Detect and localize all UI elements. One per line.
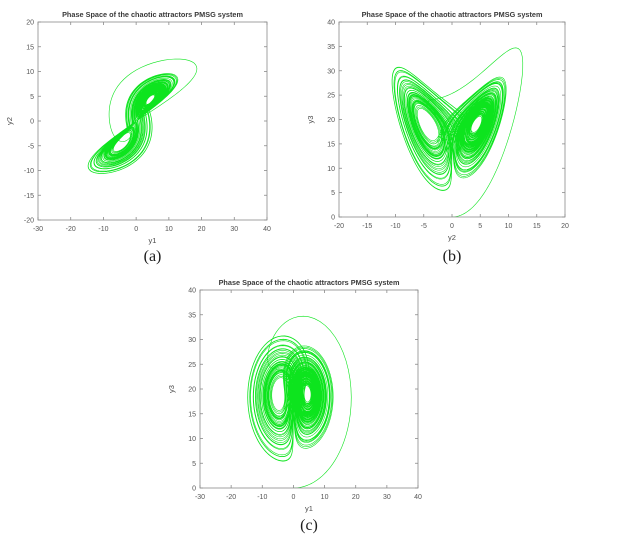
- x-tick-label: 20: [352, 494, 360, 501]
- x-tick-label: 0: [291, 494, 295, 501]
- x-tick-label: 20: [198, 226, 206, 233]
- x-tick-label: 20: [561, 223, 569, 230]
- attractor-trajectory: [391, 47, 524, 217]
- axes-box: [199, 289, 419, 489]
- y-tick-label: 0: [331, 215, 335, 222]
- y-tick-label: 5: [331, 190, 335, 197]
- phase-plot-a-canvas: Phase Space of the chaotic attractors PM…: [5, 10, 271, 245]
- plot-title: Phase Space of the chaotic attractors PM…: [219, 278, 400, 287]
- y-tick-label: 25: [327, 93, 335, 100]
- x-tick-label: -5: [421, 223, 427, 230]
- x-tick-label: 0: [134, 226, 138, 233]
- x-tick-label: -10: [257, 494, 267, 501]
- x-tick-label: 30: [383, 494, 391, 501]
- axes-box: [37, 21, 268, 221]
- y-tick-label: 40: [327, 20, 335, 27]
- y-tick-label: 15: [26, 44, 34, 51]
- x-tick-label: 40: [263, 226, 271, 233]
- x-axis-label: y1: [149, 236, 157, 245]
- y-tick-label: -20: [24, 218, 34, 225]
- y-tick-label: 35: [188, 312, 196, 319]
- x-axis-label: y2: [448, 233, 456, 242]
- attractor-trajectory: [247, 315, 352, 488]
- phase-plot-c: Phase Space of the chaotic attractors PM…: [160, 275, 460, 535]
- y-tick-label: 20: [327, 117, 335, 124]
- y-tick-label: 25: [188, 362, 196, 369]
- subfigure-caption-b: (b): [442, 248, 462, 265]
- y-tick-label: 0: [192, 486, 196, 493]
- plot-title: Phase Space of the chaotic attractors PM…: [62, 10, 243, 19]
- x-tick-label: 5: [478, 223, 482, 230]
- x-tick-label: -20: [226, 494, 236, 501]
- y-tick-label: -15: [24, 193, 34, 200]
- y-tick-label: 15: [188, 411, 196, 418]
- y-tick-label: 0: [30, 119, 34, 126]
- phase-plot-a: Phase Space of the chaotic attractors PM…: [0, 0, 300, 266]
- attractor-trajectory: [87, 58, 198, 174]
- y-axis-label: y2: [5, 117, 14, 125]
- x-tick-label: -20: [334, 223, 344, 230]
- y-tick-label: 10: [327, 166, 335, 173]
- y-tick-label: 20: [26, 20, 34, 27]
- y-tick-label: 5: [192, 461, 196, 468]
- y-tick-label: -10: [24, 168, 34, 175]
- x-tick-label: -15: [362, 223, 372, 230]
- y-axis-label: y3: [167, 385, 176, 393]
- y-tick-label: 10: [26, 69, 34, 76]
- y-tick-label: 10: [188, 436, 196, 443]
- x-tick-label: 0: [450, 223, 454, 230]
- x-tick-label: -10: [98, 226, 108, 233]
- x-tick-label: 10: [165, 226, 173, 233]
- x-tick-label: -30: [33, 226, 43, 233]
- y-tick-label: 5: [30, 94, 34, 101]
- y-tick-label: 40: [188, 288, 196, 295]
- subfigure-caption-c: (c): [300, 517, 318, 534]
- subfigure-caption-a: (a): [143, 248, 162, 265]
- y-axis-label: y3: [306, 116, 315, 124]
- y-tick-label: 30: [327, 68, 335, 75]
- phase-plot-c-canvas: Phase Space of the chaotic attractors PM…: [167, 278, 422, 513]
- y-tick-label: 30: [188, 337, 196, 344]
- phase-plot-b-canvas: Phase Space of the chaotic attractors PM…: [306, 10, 569, 242]
- x-tick-label: 40: [414, 494, 422, 501]
- x-tick-label: 10: [321, 494, 329, 501]
- phase-plot-b: Phase Space of the chaotic attractors PM…: [300, 0, 617, 266]
- x-tick-label: 30: [230, 226, 238, 233]
- x-tick-label: 10: [505, 223, 513, 230]
- x-tick-label: -10: [390, 223, 400, 230]
- x-tick-label: -30: [195, 494, 205, 501]
- y-tick-label: 35: [327, 44, 335, 51]
- x-tick-label: 15: [533, 223, 541, 230]
- x-axis-label: y1: [305, 504, 313, 513]
- y-tick-label: 20: [188, 387, 196, 394]
- y-tick-label: 15: [327, 141, 335, 148]
- x-tick-label: -20: [66, 226, 76, 233]
- plot-title: Phase Space of the chaotic attractors PM…: [362, 10, 543, 19]
- y-tick-label: -5: [28, 143, 34, 150]
